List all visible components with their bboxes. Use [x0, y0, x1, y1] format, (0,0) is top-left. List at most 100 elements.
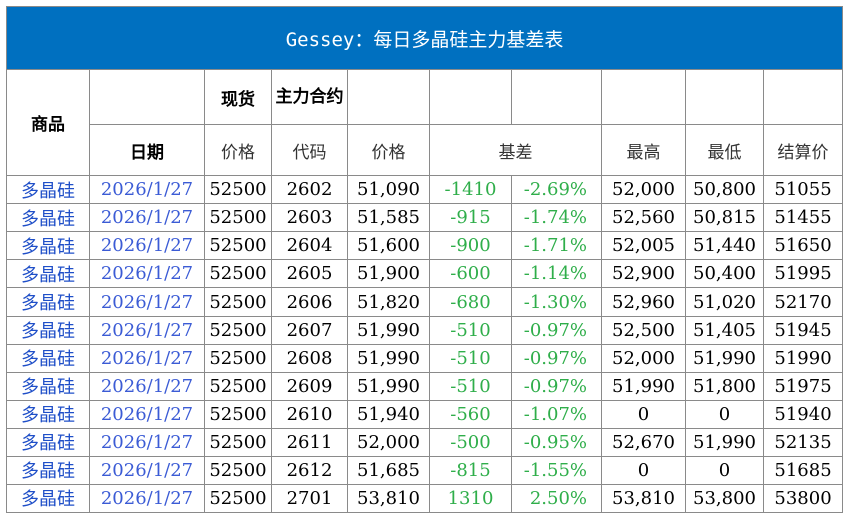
- header-settle: 结算价: [762, 124, 844, 177]
- header-empty-cell: [347, 69, 430, 126]
- cell-basis-pct: -1.30%: [511, 287, 602, 317]
- cell-code: 2701: [271, 483, 348, 514]
- header-main-contract: 主力合约: [271, 69, 348, 126]
- cell-basis-pct: -1.14%: [511, 259, 602, 289]
- table-title: Gessey：每日多晶硅主力基差表: [5, 5, 844, 71]
- cell-low: 50,400: [685, 259, 764, 289]
- table-row: 多晶硅 2026/1/27 52500 2701 53,810 1310 2.5…: [6, 483, 844, 514]
- header-high: 最高: [601, 124, 686, 177]
- cell-low: 51,990: [685, 427, 764, 457]
- cell-price: 52,000: [347, 427, 430, 457]
- cell-date: 2026/1/27: [89, 287, 205, 317]
- table-row: 多晶硅 2026/1/27 52500 2602 51,090 -1410 -2…: [6, 175, 844, 205]
- cell-low: 51,800: [685, 371, 764, 401]
- cell-code: 2603: [271, 203, 348, 233]
- cell-settle: 51055: [762, 175, 844, 205]
- table-row: 多晶硅 2026/1/27 52500 2608 51,990 -510 -0.…: [6, 343, 844, 373]
- cell-date: 2026/1/27: [89, 203, 205, 233]
- cell-spot: 52500: [204, 259, 272, 289]
- cell-basis-pct: -2.69%: [511, 175, 602, 205]
- cell-basis: -560: [429, 399, 512, 429]
- header-empty-cell: [511, 69, 602, 126]
- cell-spot: 52500: [204, 427, 272, 457]
- cell-code: 2610: [271, 399, 348, 429]
- cell-settle: 51685: [762, 455, 844, 485]
- cell-basis: -900: [429, 231, 512, 261]
- cell-product: 多晶硅: [6, 343, 90, 373]
- cell-high: 52,900: [601, 259, 686, 289]
- cell-product: 多晶硅: [6, 399, 90, 429]
- cell-settle: 52170: [762, 287, 844, 317]
- cell-date: 2026/1/27: [89, 175, 205, 205]
- cell-code: 2608: [271, 343, 348, 373]
- cell-settle: 51650: [762, 231, 844, 261]
- table-row: 多晶硅 2026/1/27 52500 2611 52,000 -500 -0.…: [6, 427, 844, 457]
- cell-spot: 52500: [204, 175, 272, 205]
- cell-high: 52,960: [601, 287, 686, 317]
- cell-product: 多晶硅: [6, 427, 90, 457]
- cell-price: 51,940: [347, 399, 430, 429]
- cell-high: 52,000: [601, 343, 686, 373]
- cell-code: 2604: [271, 231, 348, 261]
- table-row: 多晶硅 2026/1/27 52500 2605 51,900 -600 -1.…: [6, 259, 844, 289]
- cell-high: 0: [601, 455, 686, 485]
- cell-low: 0: [685, 399, 764, 429]
- cell-product: 多晶硅: [6, 175, 90, 205]
- cell-high: 0: [601, 399, 686, 429]
- cell-settle: 51995: [762, 259, 844, 289]
- basis-table: Gessey：每日多晶硅主力基差表 商品 现货 主力合约 日期 价格 代码 价格…: [5, 5, 844, 514]
- table-row: 多晶硅 2026/1/27 52500 2606 51,820 -680 -1.…: [6, 287, 844, 317]
- cell-date: 2026/1/27: [89, 483, 205, 514]
- cell-product: 多晶硅: [6, 287, 90, 317]
- cell-basis-pct: -1.74%: [511, 203, 602, 233]
- header-price: 价格: [347, 124, 430, 177]
- cell-code: 2607: [271, 315, 348, 345]
- cell-date: 2026/1/27: [89, 315, 205, 345]
- cell-spot: 52500: [204, 287, 272, 317]
- cell-spot: 52500: [204, 315, 272, 345]
- cell-basis: -510: [429, 315, 512, 345]
- cell-low: 53,800: [685, 483, 764, 514]
- header-empty-cell: [762, 69, 844, 126]
- table-row: 多晶硅 2026/1/27 52500 2607 51,990 -510 -0.…: [6, 315, 844, 345]
- cell-basis: -510: [429, 371, 512, 401]
- cell-price: 53,810: [347, 483, 430, 514]
- cell-low: 51,990: [685, 343, 764, 373]
- cell-low: 51,405: [685, 315, 764, 345]
- cell-price: 51,820: [347, 287, 430, 317]
- cell-code: 2605: [271, 259, 348, 289]
- cell-basis-pct: -1.07%: [511, 399, 602, 429]
- cell-high: 52,670: [601, 427, 686, 457]
- cell-spot: 52500: [204, 399, 272, 429]
- cell-product: 多晶硅: [6, 203, 90, 233]
- cell-low: 50,800: [685, 175, 764, 205]
- cell-settle: 51455: [762, 203, 844, 233]
- cell-basis: -680: [429, 287, 512, 317]
- cell-code: 2606: [271, 287, 348, 317]
- cell-price: 51,090: [347, 175, 430, 205]
- cell-low: 51,020: [685, 287, 764, 317]
- cell-product: 多晶硅: [6, 483, 90, 514]
- cell-basis: -600: [429, 259, 512, 289]
- header-basis: 基差: [429, 124, 602, 177]
- cell-settle: 51940: [762, 399, 844, 429]
- cell-basis-pct: -0.97%: [511, 371, 602, 401]
- cell-product: 多晶硅: [6, 455, 90, 485]
- cell-spot: 52500: [204, 483, 272, 514]
- header-low: 最低: [685, 124, 764, 177]
- cell-spot: 52500: [204, 371, 272, 401]
- cell-spot: 52500: [204, 203, 272, 233]
- cell-settle: 53800: [762, 483, 844, 514]
- header-empty-cell: [685, 69, 764, 126]
- cell-code: 2611: [271, 427, 348, 457]
- cell-low: 50,815: [685, 203, 764, 233]
- header-empty-cell: [601, 69, 686, 126]
- cell-settle: 51990: [762, 343, 844, 373]
- cell-basis: -915: [429, 203, 512, 233]
- cell-code: 2609: [271, 371, 348, 401]
- cell-price: 51,990: [347, 315, 430, 345]
- cell-date: 2026/1/27: [89, 259, 205, 289]
- cell-basis: 1310: [429, 483, 512, 514]
- cell-product: 多晶硅: [6, 371, 90, 401]
- cell-settle: 51975: [762, 371, 844, 401]
